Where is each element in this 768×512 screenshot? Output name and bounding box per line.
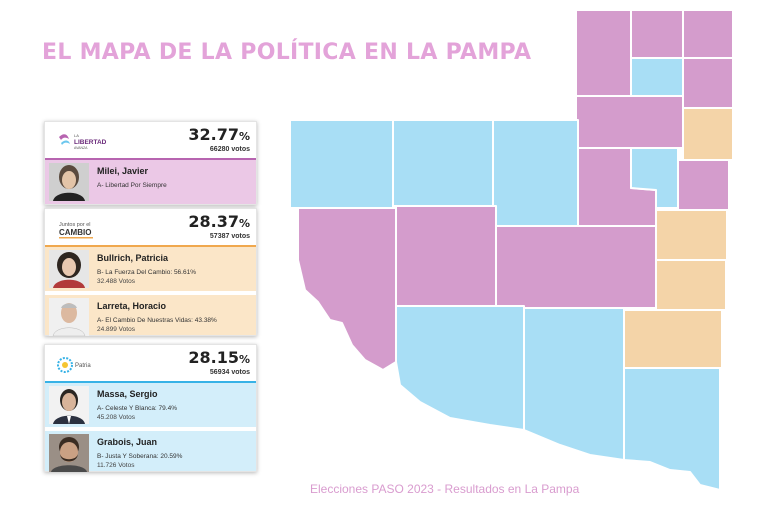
department-cambio[interactable] [682, 107, 734, 161]
percentage: 32.77% [188, 125, 250, 144]
candidate-name: Larreta, Horacio [97, 301, 167, 311]
department-patria[interactable] [630, 57, 684, 99]
candidate-row: Bullrich, Patricia B- La Fuerza Del Camb… [45, 247, 256, 291]
candidate-list: A- El Cambio De Nuestras Vidas: 43.38% [97, 317, 217, 324]
department-cambio[interactable] [623, 309, 723, 369]
department-patria[interactable] [392, 119, 494, 207]
total-votes: 57387 votos [209, 233, 250, 240]
logo-text-1: Juntos por el [59, 222, 91, 228]
logo-text-1: Patria [75, 363, 91, 369]
department-libertad[interactable] [495, 225, 657, 309]
candidate-name: Massa, Sergio [97, 389, 158, 399]
candidate-row: Massa, Sergio A- Celeste Y Blanca: 79.4%… [45, 383, 256, 427]
avatar [49, 250, 89, 288]
candidate-list: B- La Fuerza Del Cambio: 56.61% [97, 269, 196, 276]
juntos-por-el-cambio-logo: Juntos por el CAMBIO [59, 222, 93, 239]
department-libertad[interactable] [682, 57, 734, 109]
avatar [49, 298, 89, 336]
avatar [49, 434, 89, 472]
department-patria[interactable] [395, 305, 525, 431]
result-card-header: Juntos por el CAMBIO 28.37% 57387 votos [45, 209, 256, 247]
department-patria[interactable] [523, 307, 625, 461]
candidate-votes: 24.899 Votos [97, 326, 135, 333]
department-libertad[interactable] [677, 159, 730, 211]
department-libertad[interactable] [297, 207, 397, 371]
candidate-votes: 11.726 Votos [97, 462, 135, 469]
percentage: 28.15% [188, 348, 250, 367]
department-patria[interactable] [492, 119, 579, 227]
candidate-votes: 45.208 Votos [97, 414, 135, 421]
department-libertad[interactable] [395, 205, 497, 307]
department-cambio[interactable] [655, 259, 727, 311]
candidate-name: Bullrich, Patricia [97, 253, 169, 263]
result-card-cambio: Juntos por el CAMBIO 28.37% 57387 votos … [44, 208, 257, 336]
logo-text-1: LA [74, 133, 79, 138]
department-patria[interactable] [630, 147, 679, 209]
candidate-row: Milei, Javier A- Libertad Por Siempre [45, 160, 256, 204]
candidate-list: A- Celeste Y Blanca: 79.4% [97, 405, 177, 412]
avatar [49, 386, 89, 424]
department-cambio[interactable] [655, 209, 728, 261]
avatar [49, 163, 89, 201]
page-title: EL MAPA DE LA POLÍTICA EN LA PAMPA [42, 40, 532, 65]
result-card-libertad: LA LIBERTAD AVANZA 32.77% 66280 votos Mi… [44, 121, 257, 205]
candidate-row: Larreta, Horacio A- El Cambio De Nuestra… [45, 291, 256, 336]
result-card-header: LA LIBERTAD AVANZA 32.77% 66280 votos [45, 122, 256, 160]
candidate-list: B- Justa Y Soberana: 20.59% [97, 453, 183, 460]
department-patria[interactable] [289, 119, 394, 209]
candidate-name: Grabois, Juan [97, 437, 158, 447]
department-libertad[interactable] [630, 9, 684, 59]
total-votes: 56934 votos [209, 369, 250, 376]
union-por-la-patria-logo: Patria [57, 357, 91, 373]
percentage: 28.37% [188, 212, 250, 231]
result-card-header: Patria 28.15% 56934 votos [45, 345, 256, 383]
logo-text-2: CAMBIO [59, 228, 91, 237]
total-votes: 66280 votos [209, 146, 250, 153]
candidate-name: Milei, Javier [97, 166, 149, 176]
logo-text-2: LIBERTAD [74, 139, 107, 146]
logo-text-3: AVANZA [74, 146, 88, 150]
libertad-avanza-logo: LA LIBERTAD AVANZA [59, 133, 107, 150]
department-libertad[interactable] [682, 9, 734, 59]
result-card-patria: Patria 28.15% 56934 votos Massa, Sergio … [44, 344, 257, 472]
map-caption: Elecciones PASO 2023 - Resultados en La … [310, 482, 580, 496]
candidate-list: A- Libertad Por Siempre [97, 182, 167, 189]
department-libertad[interactable] [575, 95, 684, 149]
department-patria[interactable] [623, 367, 721, 491]
department-libertad[interactable] [575, 9, 632, 97]
candidate-votes: 32.488 Votos [97, 278, 135, 285]
candidate-row: Grabois, Juan B- Justa Y Soberana: 20.59… [45, 427, 256, 472]
